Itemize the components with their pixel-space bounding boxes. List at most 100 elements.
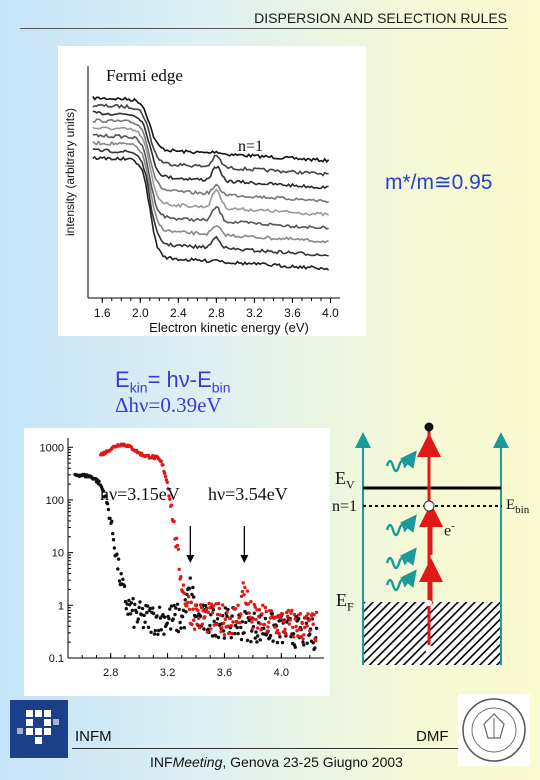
data-point-black bbox=[116, 567, 120, 571]
data-point-black bbox=[201, 603, 205, 607]
data-point-black bbox=[163, 615, 167, 619]
data-point-red bbox=[215, 612, 220, 617]
hv1-label: hν=3.15eV bbox=[100, 484, 180, 504]
data-point-red bbox=[290, 608, 294, 613]
data-point-black bbox=[177, 607, 181, 612]
data-point-black bbox=[169, 627, 173, 631]
data-point-red bbox=[159, 459, 163, 464]
photon-icon-2 bbox=[385, 514, 417, 537]
data-point-black bbox=[275, 640, 280, 645]
data-point-black bbox=[187, 586, 192, 591]
data-point-black bbox=[149, 630, 153, 634]
data-point-red bbox=[189, 600, 193, 604]
bottom-y-tick-label: 1000 bbox=[40, 442, 64, 454]
data-point-red bbox=[242, 593, 246, 597]
bottom-y-tick-label: 1 bbox=[58, 600, 64, 612]
data-point-red bbox=[237, 616, 241, 620]
ef-sub: F bbox=[347, 599, 354, 614]
data-point-black bbox=[111, 531, 115, 536]
data-point-black bbox=[192, 595, 196, 599]
data-point-black bbox=[178, 620, 182, 625]
data-point-black bbox=[145, 610, 149, 615]
data-point-black bbox=[216, 635, 221, 640]
data-point-black bbox=[111, 538, 116, 542]
ekin-formula: Ekin= hν-Ebin bbox=[115, 367, 230, 395]
data-point-red bbox=[235, 620, 239, 625]
data-point-black bbox=[161, 613, 165, 617]
data-point-red bbox=[165, 480, 169, 484]
data-point-black bbox=[291, 632, 296, 636]
data-point-black bbox=[126, 612, 130, 616]
data-point-red bbox=[186, 600, 190, 605]
data-point-black bbox=[145, 604, 150, 608]
n1-level-label: n=1 bbox=[332, 498, 358, 515]
top-x-tick-label: 3.2 bbox=[246, 306, 263, 320]
eminus-main: e bbox=[444, 522, 452, 540]
spectrum-series-7 bbox=[92, 140, 329, 244]
data-point-black bbox=[233, 631, 237, 636]
data-point-black bbox=[211, 608, 216, 612]
data-point-black bbox=[212, 619, 216, 623]
data-point-red bbox=[291, 625, 295, 630]
data-point-red bbox=[230, 631, 234, 636]
fermi-hole-dot bbox=[426, 600, 432, 606]
data-point-black bbox=[151, 606, 155, 610]
bottom-y-tick-label: 0.1 bbox=[49, 653, 64, 665]
spectrum-series-4 bbox=[92, 118, 330, 204]
data-point-red bbox=[294, 624, 298, 629]
data-point-red bbox=[187, 607, 192, 612]
bottom-x-tick-label: 3.2 bbox=[160, 667, 175, 679]
data-point-black bbox=[153, 628, 157, 633]
data-point-red bbox=[238, 621, 242, 625]
data-point-red bbox=[222, 633, 227, 637]
data-point-black bbox=[106, 507, 111, 512]
data-point-black bbox=[204, 604, 208, 608]
data-point-red bbox=[254, 617, 258, 622]
data-point-red bbox=[190, 622, 194, 627]
data-point-red bbox=[163, 474, 168, 479]
data-point-black bbox=[244, 620, 248, 625]
data-point-black bbox=[262, 626, 266, 631]
peak-arrowhead-1 bbox=[186, 555, 195, 563]
footer-divider bbox=[72, 748, 462, 749]
data-point-black bbox=[174, 606, 178, 610]
spectrum-series-2 bbox=[92, 103, 329, 177]
data-point-red bbox=[177, 567, 181, 571]
data-point-red bbox=[267, 620, 271, 624]
data-point-red bbox=[311, 622, 315, 626]
data-point-black bbox=[263, 616, 268, 621]
data-point-black bbox=[215, 617, 220, 621]
data-point-red bbox=[203, 615, 207, 619]
data-point-black bbox=[210, 634, 215, 638]
data-point-red bbox=[297, 627, 302, 631]
top-chart-panel: 1.6 2.0 2.4 2.8 3.2 3.6 4.0 Electron kinetic en… bbox=[58, 46, 366, 336]
data-point-red bbox=[247, 611, 251, 615]
data-point-black bbox=[239, 637, 244, 642]
data-point-red bbox=[250, 626, 255, 631]
data-point-black bbox=[255, 640, 259, 644]
delta-hv-formula: Δhν=0.39eV bbox=[115, 393, 222, 417]
binding-energy-label: Ebin bbox=[506, 497, 529, 516]
data-point-red bbox=[192, 627, 197, 631]
data-point-black bbox=[254, 630, 258, 634]
data-point-red bbox=[269, 609, 274, 613]
top-x-tick-label: 1.6 bbox=[94, 306, 111, 320]
data-point-red bbox=[314, 610, 319, 614]
data-point-red bbox=[204, 607, 209, 612]
data-point-red bbox=[219, 630, 223, 634]
data-point-black bbox=[123, 599, 128, 604]
data-point-black bbox=[138, 600, 142, 604]
data-point-red bbox=[239, 612, 243, 616]
data-point-black bbox=[226, 607, 230, 612]
data-point-red bbox=[279, 616, 283, 620]
data-point-black bbox=[182, 626, 186, 630]
data-point-black bbox=[116, 557, 121, 561]
data-point-red bbox=[277, 631, 281, 636]
data-point-red bbox=[167, 494, 171, 498]
data-point-red bbox=[199, 605, 204, 610]
data-point-black bbox=[156, 632, 160, 637]
spectra-chart: 1.6 2.0 2.4 2.8 3.2 3.6 4.0 Electron kinetic en… bbox=[63, 66, 340, 335]
data-point-red bbox=[305, 624, 309, 628]
data-point-black bbox=[280, 640, 285, 645]
data-point-black bbox=[136, 617, 140, 621]
